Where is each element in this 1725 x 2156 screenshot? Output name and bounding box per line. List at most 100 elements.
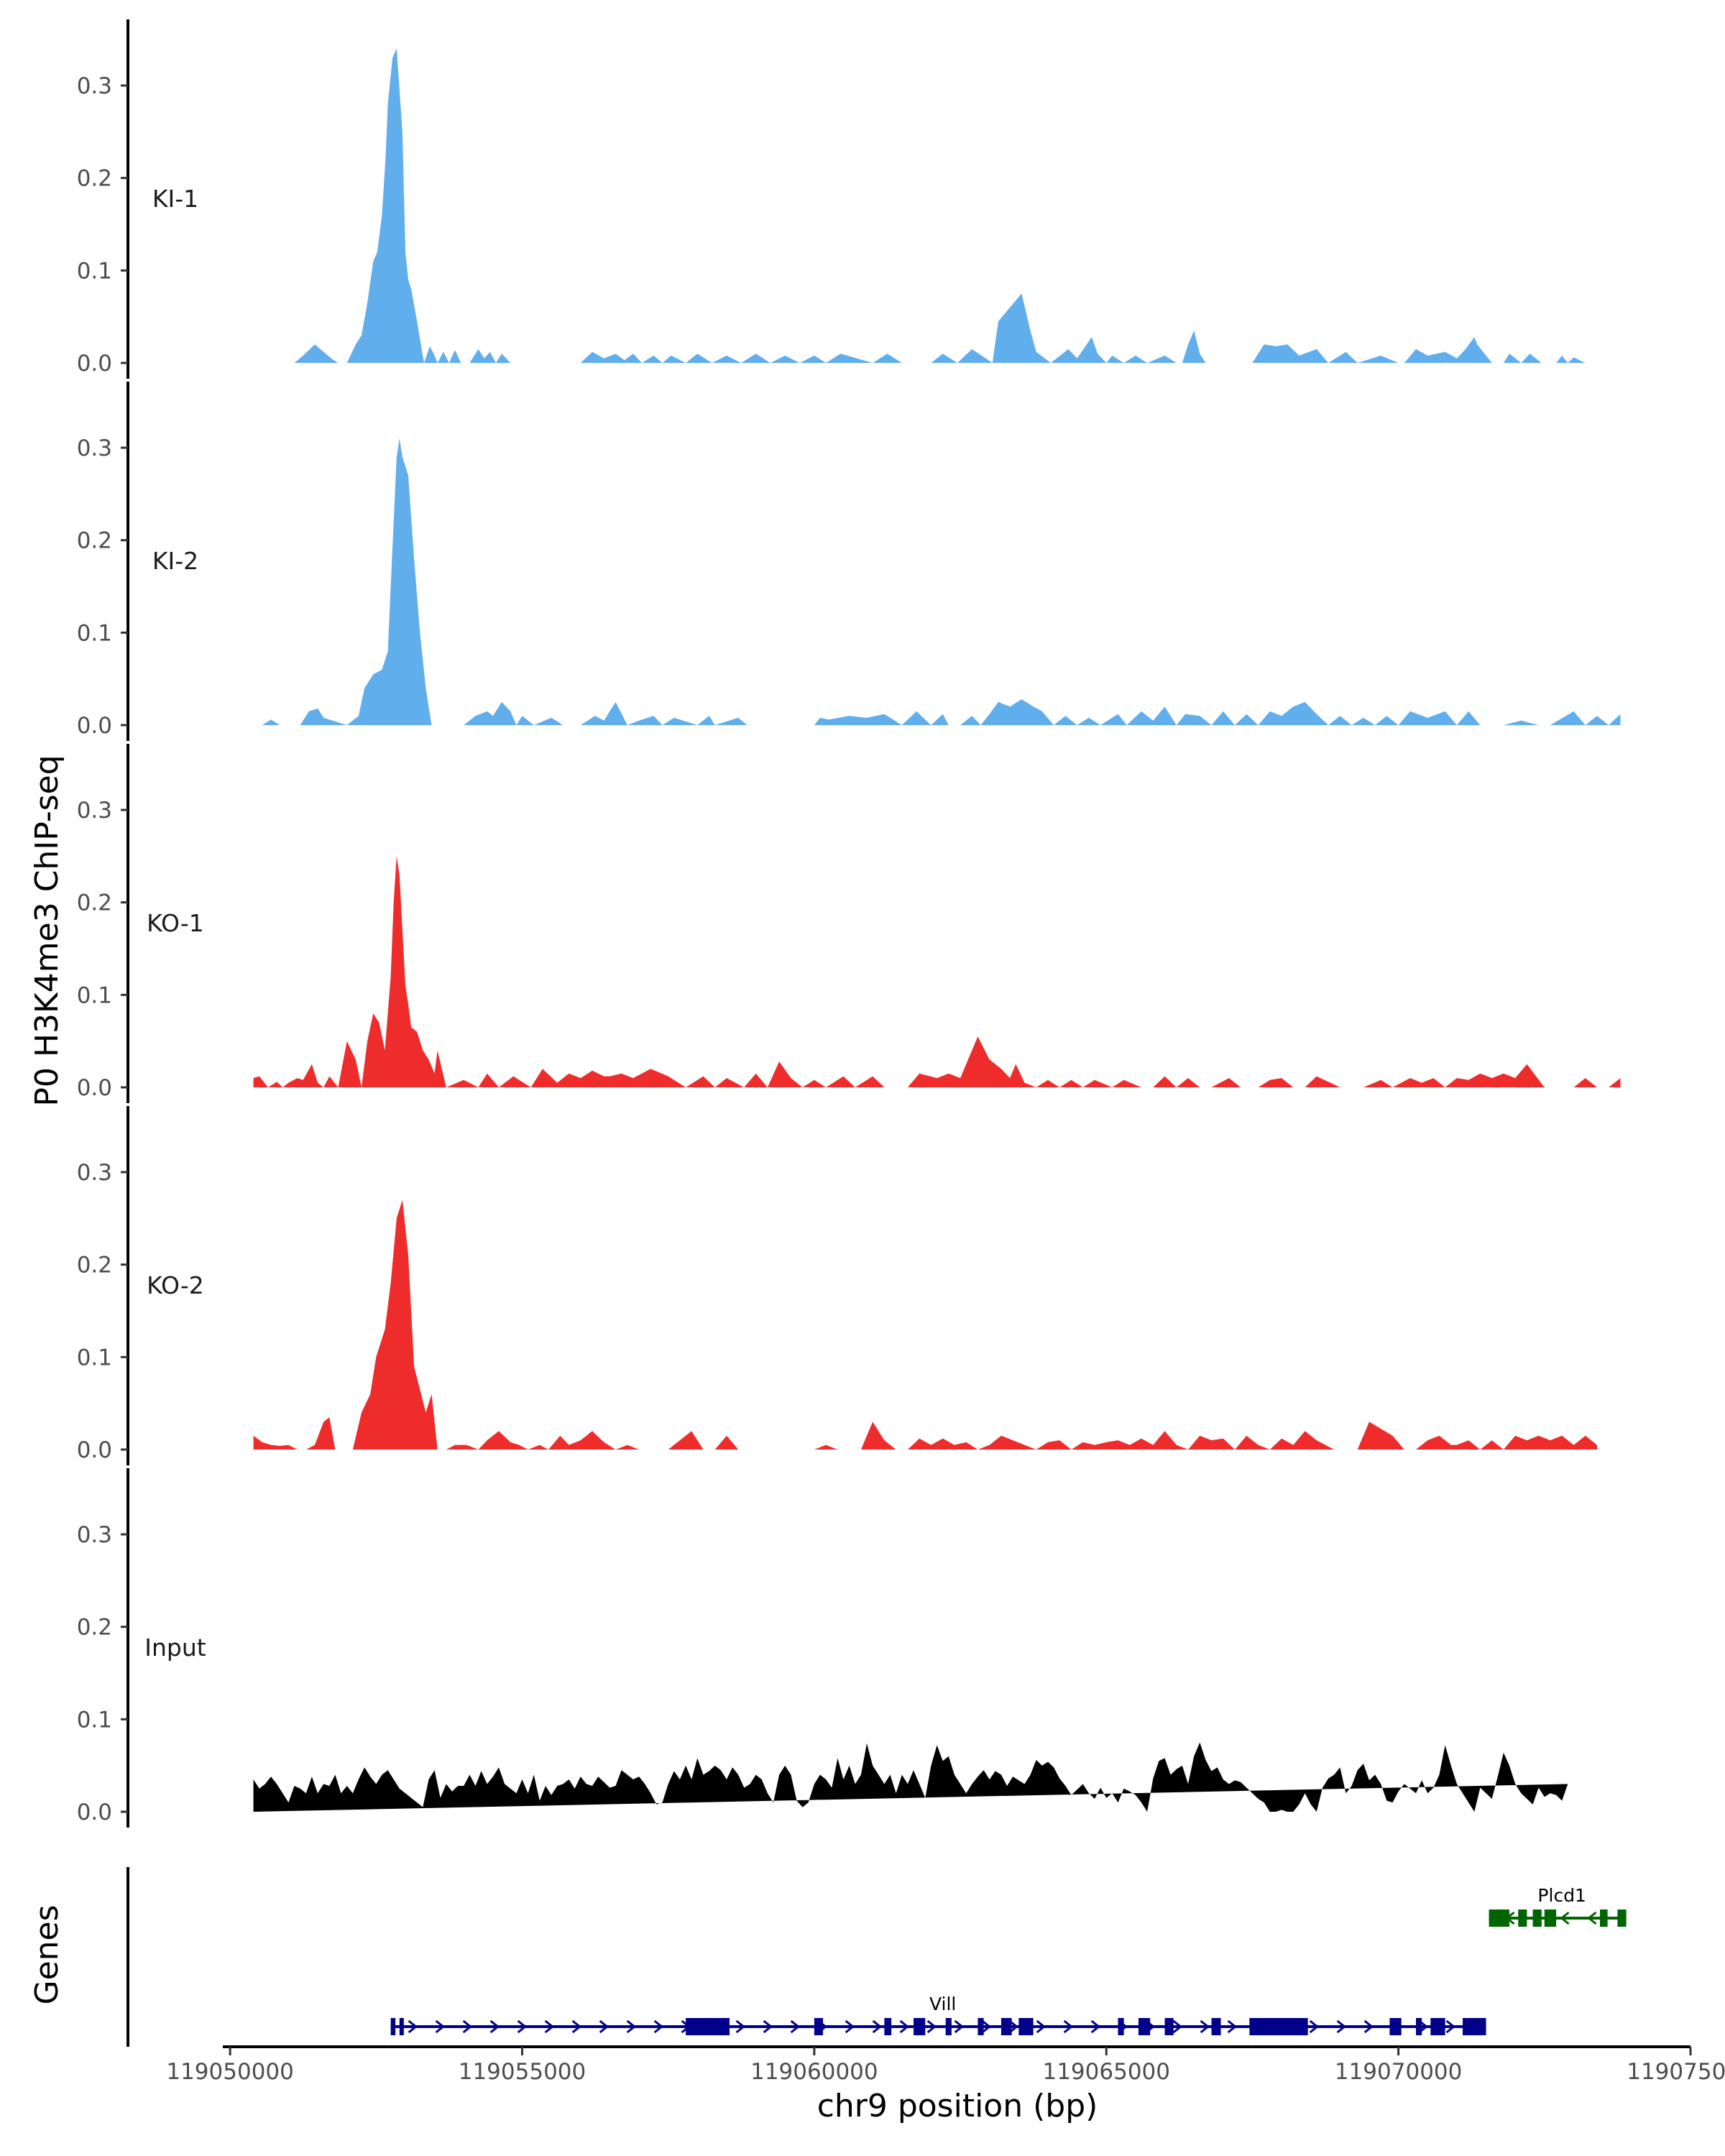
exon (814, 2018, 824, 2035)
exon (1518, 1909, 1527, 1927)
exon (1018, 2018, 1034, 2035)
exon (1489, 1909, 1510, 1927)
strand-arrow (872, 2019, 883, 2034)
exon (884, 2018, 892, 2035)
track-label: KI-2 (152, 547, 198, 575)
strand-arrow (954, 2019, 965, 2034)
signal-area-ko-2 (253, 1199, 1598, 1450)
strand-arrow (1227, 2019, 1238, 2034)
strand-arrow (1172, 2019, 1183, 2034)
strand-arrow (653, 2019, 664, 2034)
strand-arrow (1200, 2019, 1210, 2034)
track-ko-1: 0.0 0.1 0.2 0.3 KO-1 (77, 744, 1621, 1103)
signal-area-input (253, 1742, 1568, 1812)
tracks-layer: 0.00.10.20.3KI-10.00.10.20.3KI-20.00.10.… (77, 19, 1621, 1828)
strand-arrow (435, 2019, 446, 2034)
strand-arrow (1336, 2019, 1347, 2034)
strand-arrow (544, 2019, 555, 2034)
strand-arrow (599, 2019, 610, 2034)
strand-arrow (1445, 2019, 1456, 2034)
exon (1532, 1909, 1542, 1927)
y-tick-label: 0.0 (77, 713, 112, 739)
strand-arrow (1587, 1911, 1597, 1925)
exon (1416, 2018, 1422, 2035)
exon (1463, 2018, 1486, 2035)
signal-area-ko-1 (253, 856, 1621, 1087)
signal-area-ki-1 (294, 48, 1586, 363)
strand-arrow (845, 2019, 855, 2034)
signal-area-ki-2 (253, 438, 1621, 725)
exon (1544, 1909, 1557, 1927)
strand-arrow (408, 2019, 418, 2034)
exon (1138, 2018, 1151, 2035)
strand-arrow (1036, 2019, 1046, 2034)
exon (1164, 2018, 1174, 2035)
gene-plcd1: Plcd1 (1489, 1885, 1627, 1927)
exon (1211, 2018, 1221, 2035)
x-axis-title: chr9 position (bp) (817, 2088, 1098, 2124)
exon (390, 2018, 396, 2035)
x-axis: 119050000 119055000 119060000 119065000 1190… (166, 2045, 1725, 2085)
y-tick-label: 0.0 (77, 1800, 112, 1825)
exon (399, 2018, 404, 2035)
y-tick-label: 0.2 (77, 890, 112, 916)
strand-arrow (763, 2019, 773, 2034)
x-tick-label: 119055000 (459, 2059, 586, 2085)
gene-vill: Vill (390, 1994, 1486, 2035)
track-input: 0.0 0.1 0.2 0.3 Input (77, 1468, 1568, 1828)
y-tick-label: 0.1 (77, 1345, 112, 1370)
y-tick-label: 0.2 (77, 1253, 112, 1279)
exon (1000, 2018, 1012, 2035)
y-tick-label: 0.0 (77, 351, 112, 377)
exon (1389, 2018, 1402, 2035)
y-tick-label: 0.1 (77, 620, 112, 646)
strand-arrow (626, 2019, 637, 2034)
strand-arrow (571, 2019, 582, 2034)
strand-arrow (1090, 2019, 1101, 2034)
y-tick-label: 0.1 (77, 1707, 112, 1733)
x-tick-label: 119050000 (166, 2059, 294, 2085)
exon (978, 2018, 984, 2035)
genes-axis-title: Genes (29, 1904, 65, 2004)
strand-arrow (1309, 2019, 1320, 2034)
exon (945, 2018, 952, 2035)
exon (1118, 2018, 1124, 2035)
exon (1249, 2018, 1308, 2035)
x-tick-label: 119065000 (1042, 2059, 1170, 2085)
x-tick-label: 119075000 (1627, 2059, 1725, 2085)
gene-label: Plcd1 (1537, 1885, 1586, 1906)
track-ko-2: 0.0 0.1 0.2 0.3 KO-2 (77, 1106, 1598, 1465)
y-tick-label: 0.0 (77, 1075, 112, 1101)
exon (1617, 1909, 1627, 1927)
gene-label: Vill (929, 1994, 956, 2014)
y-tick-label: 0.2 (77, 1615, 112, 1641)
y-axis-title: P0 H3K4me3 ChIP-seq (29, 755, 65, 1106)
y-tick-label: 0.3 (77, 436, 112, 461)
track-label: KO-1 (147, 909, 204, 937)
strand-arrow (899, 2019, 910, 2034)
track-label: KI-1 (152, 185, 198, 213)
x-tick-label: 119070000 (1335, 2059, 1463, 2085)
strand-arrow (735, 2019, 746, 2034)
exon (1600, 1909, 1608, 1927)
strand-arrow (926, 2019, 937, 2034)
strand-arrow (462, 2019, 473, 2034)
track-label: KO-2 (147, 1271, 204, 1299)
strand-arrow (1063, 2019, 1074, 2034)
exon (1430, 2018, 1445, 2035)
y-tick-label: 0.2 (77, 166, 112, 192)
strand-arrow (1560, 1911, 1570, 1925)
y-tick-label: 0.3 (77, 73, 112, 99)
track-label: Input (144, 1634, 206, 1662)
genes-layer: Vill Plcd1 (126, 1867, 1627, 2047)
y-tick-label: 0.1 (77, 258, 112, 284)
y-tick-label: 0.3 (77, 1522, 112, 1548)
strand-arrow (489, 2019, 500, 2034)
y-tick-label: 0.1 (77, 982, 112, 1008)
strand-arrow (517, 2019, 528, 2034)
y-tick-label: 0.0 (77, 1437, 112, 1463)
strand-arrow (981, 2019, 992, 2034)
y-tick-label: 0.3 (77, 1160, 112, 1186)
strand-arrow (1008, 2019, 1019, 2034)
